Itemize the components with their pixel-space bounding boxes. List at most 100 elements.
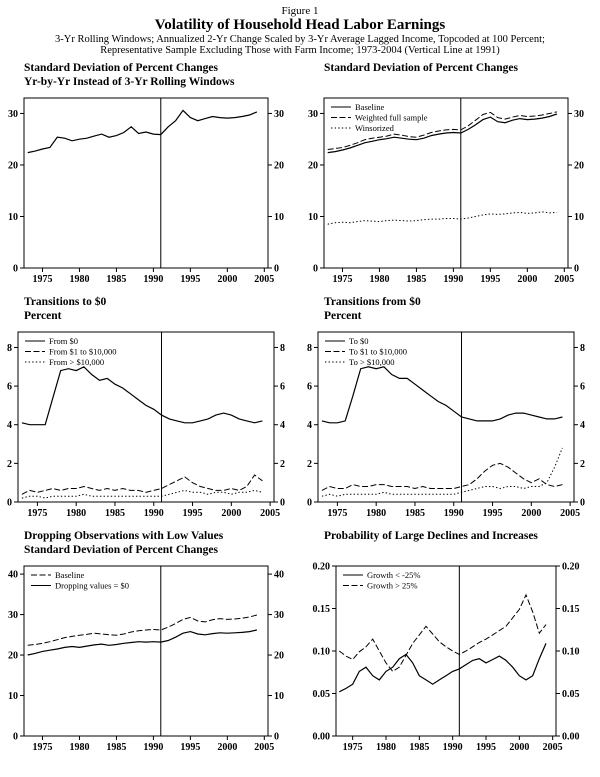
x-tick-label: 1975: [32, 742, 52, 753]
x-tick-label: 1995: [180, 742, 200, 753]
y-tick-label: 10: [308, 212, 318, 223]
y-tick-label: 10: [274, 212, 284, 223]
plot-std-dev-variants: 0 0 10 10 20 20 30 30 1975 1980 1985 1990 1995 2000 20…: [300, 90, 600, 288]
y-tick-label: 0: [580, 498, 585, 509]
plot-frame: [335, 565, 557, 737]
x-tick-label: 2000: [217, 742, 237, 753]
panel-title: Transitions to $0 Percent: [24, 296, 300, 324]
y-tick-label: 4: [7, 420, 12, 431]
legend-label-from-0: From $0: [49, 336, 78, 346]
panel-grid: Standard Deviation of Percent Changes Yr…: [0, 62, 600, 756]
y-tick-label: 0: [274, 264, 279, 275]
y-tick-label: 0.00: [313, 732, 331, 743]
plot-transitions-from-zero: 0 0 2 2 4 4 6 6 8 8 1975 1980 1985 1990 1995 2000 2005 To…: [300, 324, 600, 522]
legend-label-dropping-values-0: Dropping values = $0: [55, 580, 129, 590]
panel-dropping-low-values: Dropping Observations with Low Values St…: [0, 530, 300, 756]
x-tick-label: 2005: [254, 742, 274, 753]
plot-frame: [317, 331, 575, 503]
x-tick-label: 1975: [332, 274, 352, 285]
x-tick-label: 1990: [143, 274, 163, 285]
x-tick-label: 1985: [105, 508, 125, 519]
legend-label-weighted-full-sample: Weighted full sample: [355, 112, 428, 122]
y-tick-label: 0.05: [562, 689, 580, 700]
plot-dropping-low-values: 0 0 10 10 20 20 30 30 40 40 1975 1980 1985 1990 1995 20…: [0, 558, 300, 756]
series-growth-25: [338, 593, 547, 673]
panel-title-line1: Dropping Observations with Low Values: [24, 530, 224, 542]
y-tick-label: 30: [8, 109, 18, 120]
x-tick-label: 1985: [409, 742, 429, 753]
x-tick-label: 1980: [366, 508, 386, 519]
panel-title-line1: Standard Deviation of Percent Changes: [24, 62, 219, 74]
panel-title-line1: Standard Deviation of Percent Changes: [324, 62, 519, 74]
legend-label-from-10-000: From > $10,000: [49, 357, 104, 367]
series-std-dev-yr-by-yr: [27, 109, 258, 154]
panel-std-dev-yr-by-yr: Standard Deviation of Percent Changes Yr…: [0, 62, 300, 288]
series-to-1-to-10-000: [321, 462, 563, 491]
series-from-1-to-10-000: [21, 474, 263, 495]
y-tick-label: 6: [280, 382, 285, 393]
y-tick-label: 20: [308, 160, 318, 171]
x-tick-label: 1975: [327, 508, 347, 519]
x-tick-label: 1995: [483, 508, 503, 519]
y-tick-label: 0.05: [313, 689, 331, 700]
y-tick-label: 0: [7, 498, 12, 509]
panel-title-line1: Transitions from $0: [324, 296, 421, 308]
series-to-0: [321, 366, 563, 424]
series-baseline: [327, 113, 558, 154]
panel-large-declines-increases: Probability of Large Declines and Increa…: [300, 530, 600, 756]
panel-transitions-from-zero: Transitions from $0 Percent 0 0 2 2 4 4 6 6 8 8 19…: [300, 296, 600, 522]
figure-title: Volatility of Household Head Labor Earni…: [154, 17, 446, 33]
x-tick-label: 1990: [143, 742, 163, 753]
y-tick-label: 20: [8, 160, 18, 171]
series-baseline: [27, 614, 258, 646]
x-tick-label: 1980: [69, 274, 89, 285]
panel-title-line1: Transitions to $0: [24, 296, 107, 308]
y-tick-label: 30: [274, 610, 284, 621]
y-tick-label: 0.20: [313, 562, 331, 573]
x-tick-label: 1980: [69, 742, 89, 753]
y-tick-label: 0.15: [562, 604, 580, 615]
x-tick-label: 1990: [443, 274, 463, 285]
y-tick-label: 20: [274, 651, 284, 662]
legend-label-baseline: Baseline: [355, 102, 384, 112]
y-tick-label: 4: [280, 420, 285, 431]
y-tick-label: 10: [574, 212, 584, 223]
y-tick-label: 2: [280, 459, 285, 470]
panel-title: Dropping Observations with Low Values St…: [24, 530, 300, 558]
y-tick-label: 8: [280, 343, 285, 354]
y-tick-label: 4: [307, 420, 312, 431]
figure-subtitle-line1: 3-Yr Rolling Windows; Annualized 2-Yr Ch…: [55, 34, 545, 45]
x-tick-label: 1985: [106, 742, 126, 753]
plot-frame: [23, 565, 269, 737]
legend-label-growth-25: Growth > 25%: [367, 580, 418, 590]
series-to-10-000: [321, 447, 563, 497]
y-tick-label: 0: [13, 732, 18, 743]
chart-canvas-1: 0 0 10 10 20 20 30 30 1975 1980 1985 1990 1995 2000 20…: [308, 97, 584, 285]
x-tick-label: 1985: [406, 274, 426, 285]
y-tick-label: 0.10: [562, 647, 580, 658]
y-tick-label: 2: [307, 459, 312, 470]
x-tick-label: 1995: [476, 742, 496, 753]
x-tick-label: 2005: [254, 274, 274, 285]
chart-canvas-5: 0.00 0.00 0.05 0.05 0.10 0.10 0.15 0.15 0.20 0.20…: [313, 562, 580, 754]
figure-subtitle-line2: Representative Sample Excluding Those wi…: [100, 45, 500, 56]
y-tick-label: 0: [307, 498, 312, 509]
panel-title-line2: Percent: [24, 309, 62, 322]
x-tick-label: 2000: [517, 274, 537, 285]
y-tick-label: 4: [580, 420, 585, 431]
series-growth-25: [339, 643, 547, 693]
x-tick-label: 1995: [180, 274, 200, 285]
plot-large-declines-increases: 0.00 0.00 0.05 0.05 0.10 0.10 0.15 0.15 0.20 0.20…: [300, 558, 600, 756]
x-tick-label: 2000: [509, 742, 529, 753]
x-tick-label: 1995: [480, 274, 500, 285]
x-tick-label: 1980: [376, 742, 396, 753]
y-tick-label: 0: [280, 498, 285, 509]
y-tick-label: 8: [307, 343, 312, 354]
y-tick-label: 30: [308, 109, 318, 120]
x-tick-label: 1990: [144, 508, 164, 519]
panel-title: Standard Deviation of Percent Changes: [324, 62, 600, 90]
x-tick-label: 2005: [543, 742, 563, 753]
x-tick-label: 2005: [554, 274, 574, 285]
y-tick-label: 2: [7, 459, 12, 470]
